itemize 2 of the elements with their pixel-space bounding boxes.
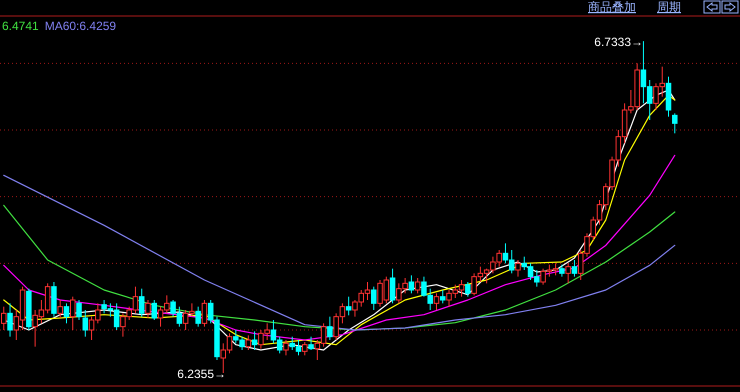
annotation: 6.7333→ [594, 35, 643, 49]
annotation: 6.2355→ [177, 367, 226, 381]
